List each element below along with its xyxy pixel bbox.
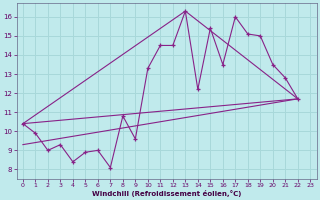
X-axis label: Windchill (Refroidissement éolien,°C): Windchill (Refroidissement éolien,°C) (92, 190, 241, 197)
